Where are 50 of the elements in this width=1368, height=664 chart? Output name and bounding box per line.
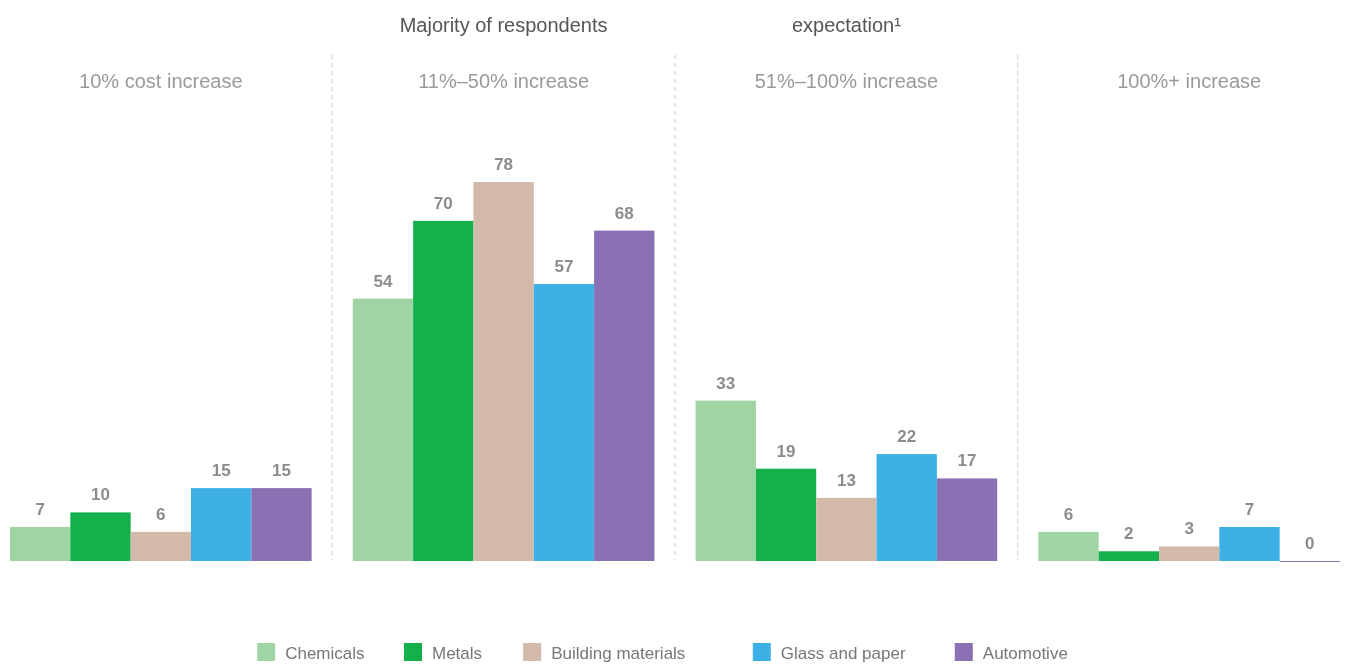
data-label: 68 bbox=[614, 203, 634, 223]
data-label: 57 bbox=[554, 257, 574, 277]
bar bbox=[755, 468, 817, 561]
bar bbox=[473, 182, 534, 561]
bar bbox=[70, 512, 131, 561]
data-label: 54 bbox=[373, 271, 393, 291]
bar bbox=[695, 400, 756, 561]
bar bbox=[1159, 546, 1220, 561]
data-label: 15 bbox=[272, 461, 291, 481]
data-label: 2 bbox=[1124, 524, 1134, 544]
bar bbox=[876, 454, 937, 561]
data-label: 6 bbox=[1063, 504, 1074, 524]
data-label: 19 bbox=[776, 441, 796, 461]
data-label: 10 bbox=[91, 485, 110, 505]
legend-label: Automotive bbox=[982, 644, 1068, 663]
bar bbox=[1038, 531, 1099, 561]
x-tick-label: 10% cost increase bbox=[79, 70, 243, 92]
text: expectation¹ bbox=[791, 14, 902, 36]
bar bbox=[594, 230, 655, 561]
data-label: 17 bbox=[957, 451, 977, 471]
bar bbox=[251, 488, 312, 561]
data-label: 70 bbox=[433, 193, 453, 213]
bar bbox=[413, 220, 474, 561]
legend-label: Building materials bbox=[551, 644, 686, 663]
bar bbox=[816, 497, 877, 561]
data-label: 7 bbox=[35, 499, 45, 519]
bar bbox=[533, 284, 595, 561]
legend-label: Metals bbox=[432, 644, 483, 663]
bar bbox=[936, 478, 998, 561]
legend-label: Chemicals bbox=[285, 644, 365, 663]
data-label: 13 bbox=[836, 470, 856, 490]
bar bbox=[130, 531, 191, 561]
x-tick-label: 51%–100% increase bbox=[754, 70, 939, 92]
bar bbox=[10, 526, 71, 561]
data-label: 6 bbox=[156, 504, 166, 524]
legend-label: Glass and paper bbox=[780, 644, 906, 663]
data-label: 0 bbox=[1305, 534, 1315, 553]
x-tick-label: 11%–50% increase bbox=[418, 70, 590, 92]
data-label: 3 bbox=[1184, 519, 1194, 539]
data-label: 78 bbox=[494, 155, 514, 174]
data-label: 7 bbox=[1244, 499, 1255, 519]
bar bbox=[1098, 551, 1160, 561]
bar bbox=[352, 298, 414, 561]
data-label: 15 bbox=[211, 461, 231, 481]
bar bbox=[1219, 526, 1280, 561]
data-label: 22 bbox=[897, 427, 917, 447]
bar bbox=[190, 488, 252, 561]
x-tick-label: 100%+ increase bbox=[1117, 70, 1262, 92]
text: Majority of respondents bbox=[399, 14, 608, 36]
data-label: 33 bbox=[716, 373, 736, 393]
